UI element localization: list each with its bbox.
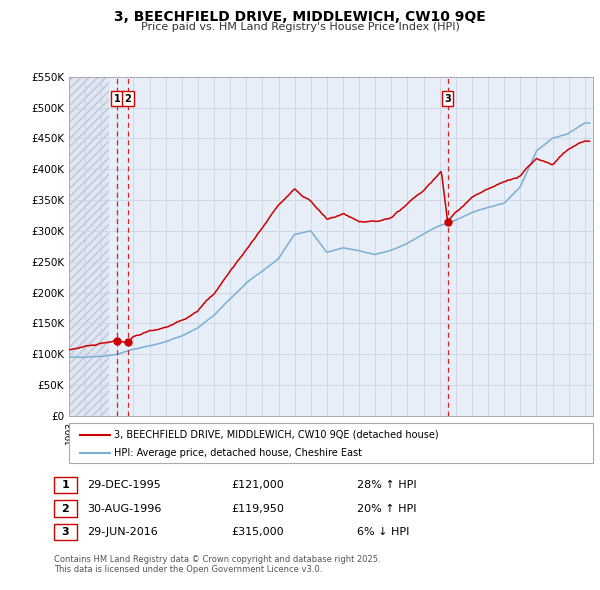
Text: 20% ↑ HPI: 20% ↑ HPI — [357, 504, 416, 513]
Text: This data is licensed under the Open Government Licence v3.0.: This data is licensed under the Open Gov… — [54, 565, 322, 574]
Text: 29-JUN-2016: 29-JUN-2016 — [87, 527, 158, 537]
Text: HPI: Average price, detached house, Cheshire East: HPI: Average price, detached house, Ches… — [114, 448, 362, 457]
Text: 2: 2 — [125, 94, 131, 104]
Text: 3: 3 — [62, 527, 69, 537]
Text: £315,000: £315,000 — [231, 527, 284, 537]
Text: 29-DEC-1995: 29-DEC-1995 — [87, 480, 161, 490]
Text: £121,000: £121,000 — [231, 480, 284, 490]
Text: 2: 2 — [62, 504, 69, 513]
Bar — [69, 77, 109, 416]
Text: 28% ↑ HPI: 28% ↑ HPI — [357, 480, 416, 490]
Text: Contains HM Land Registry data © Crown copyright and database right 2025.: Contains HM Land Registry data © Crown c… — [54, 555, 380, 563]
Text: 1: 1 — [114, 94, 121, 104]
Text: 3: 3 — [444, 94, 451, 104]
Text: Price paid vs. HM Land Registry's House Price Index (HPI): Price paid vs. HM Land Registry's House … — [140, 22, 460, 32]
Text: 3, BEECHFIELD DRIVE, MIDDLEWICH, CW10 9QE (detached house): 3, BEECHFIELD DRIVE, MIDDLEWICH, CW10 9Q… — [114, 430, 439, 440]
Text: 1: 1 — [62, 480, 69, 490]
Text: 30-AUG-1996: 30-AUG-1996 — [87, 504, 161, 513]
Text: 6% ↓ HPI: 6% ↓ HPI — [357, 527, 409, 537]
Text: 3, BEECHFIELD DRIVE, MIDDLEWICH, CW10 9QE: 3, BEECHFIELD DRIVE, MIDDLEWICH, CW10 9Q… — [114, 10, 486, 24]
Text: £119,950: £119,950 — [231, 504, 284, 513]
